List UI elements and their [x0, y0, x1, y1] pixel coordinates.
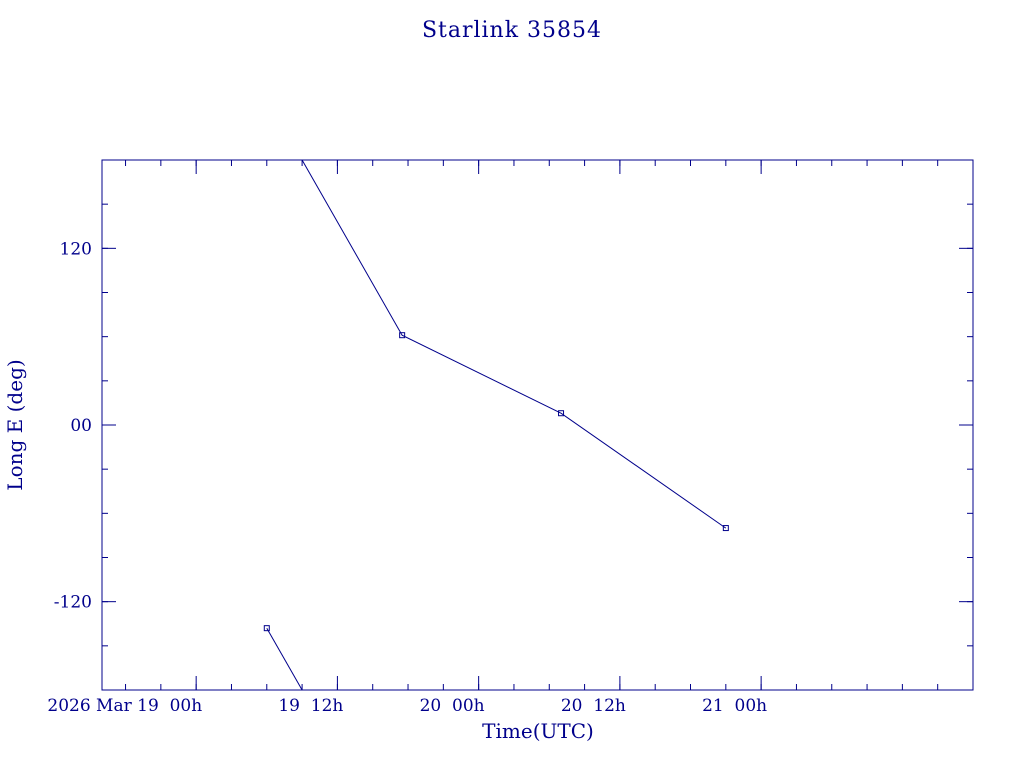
x-tick-label: 19 12h	[278, 696, 343, 716]
x-tick-label: 20 12h	[561, 696, 626, 716]
y-tick-label: 120	[60, 239, 92, 259]
plot-frame	[101, 159, 974, 691]
x-tick-label: 2026 Mar 19 00h	[47, 696, 202, 716]
y-axis: 120 00 -120	[54, 203, 973, 647]
x-tick-label: 20 00h	[420, 696, 485, 716]
y-tick-label: -120	[54, 593, 92, 613]
x-axis: 2026 Mar 19 00h 19 12h 20 00h 20 12h 21 00h	[47, 160, 939, 716]
data-point	[558, 410, 565, 417]
x-tick-label: 21 00h	[702, 696, 767, 716]
data-point	[399, 332, 406, 339]
y-tick-label: 00	[70, 416, 92, 436]
series-line-1	[266, 627, 303, 690]
series-layer	[263, 160, 729, 690]
series-line-2	[301, 160, 727, 529]
data-point	[722, 525, 729, 532]
x-axis-title: Time(UTC)	[482, 719, 594, 743]
y-axis-title: Long E (deg)	[3, 359, 27, 490]
data-point	[263, 625, 270, 632]
chart-title: Starlink 35854	[422, 18, 602, 43]
